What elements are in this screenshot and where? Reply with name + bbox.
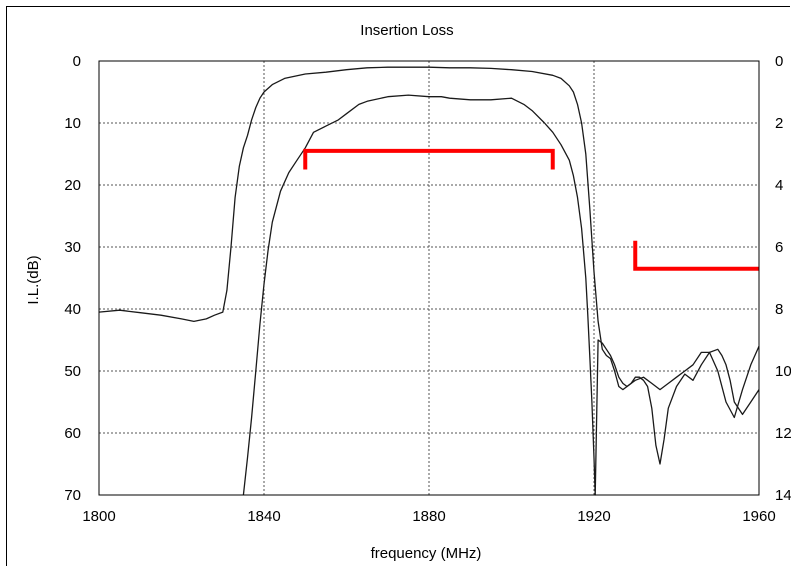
spec-marker-2 <box>633 240 759 271</box>
y-tick-label-2: 20 <box>64 177 81 194</box>
chart-frame <box>6 6 790 566</box>
y-tick-label-6: 60 <box>64 425 81 442</box>
x-tick-labels: 1800 1840 1880 1920 1960 <box>82 508 775 525</box>
y-tick-labels: 0 10 20 30 40 50 60 70 <box>64 53 81 504</box>
y-axis-label: I.L.(dB) <box>25 255 42 304</box>
chart-title: Insertion Loss <box>360 22 453 39</box>
x-axis-label: frequency (MHz) <box>371 545 482 562</box>
series-line-1 <box>98 66 760 419</box>
y2-tick-label-3: 6 <box>775 239 783 256</box>
curves <box>98 66 760 496</box>
x-tick-label-0: 1800 <box>82 508 115 525</box>
y-tick-label-5: 50 <box>64 363 81 380</box>
y2-tick-label-7: 14 <box>775 487 791 504</box>
y2-tick-label-5: 10 <box>775 363 791 380</box>
y-tick-label-3: 30 <box>64 239 81 256</box>
spec-markers <box>303 148 759 271</box>
y-tick-label-1: 10 <box>64 115 81 132</box>
y2-tick-labels: 0 2 4 6 8 10 12 14 <box>775 53 791 504</box>
y2-tick-label-6: 12 <box>775 425 791 442</box>
series-line-2 <box>242 94 760 496</box>
x-tick-label-4: 1960 <box>742 508 775 525</box>
y-tick-label-4: 40 <box>64 301 81 318</box>
y2-tick-label-0: 0 <box>775 53 783 70</box>
plot-area <box>98 60 760 496</box>
y2-tick-label-4: 8 <box>775 301 783 318</box>
x-tick-label-3: 1920 <box>577 508 610 525</box>
y-tick-label-7: 70 <box>64 487 81 504</box>
y-tick-label-0: 0 <box>73 53 81 70</box>
spec-marker-1 <box>303 148 555 170</box>
x-tick-label-2: 1880 <box>412 508 445 525</box>
grid-lines <box>99 61 759 495</box>
x-tick-label-1: 1840 <box>247 508 280 525</box>
y2-tick-label-2: 4 <box>775 177 783 194</box>
y2-tick-label-1: 2 <box>775 115 783 132</box>
